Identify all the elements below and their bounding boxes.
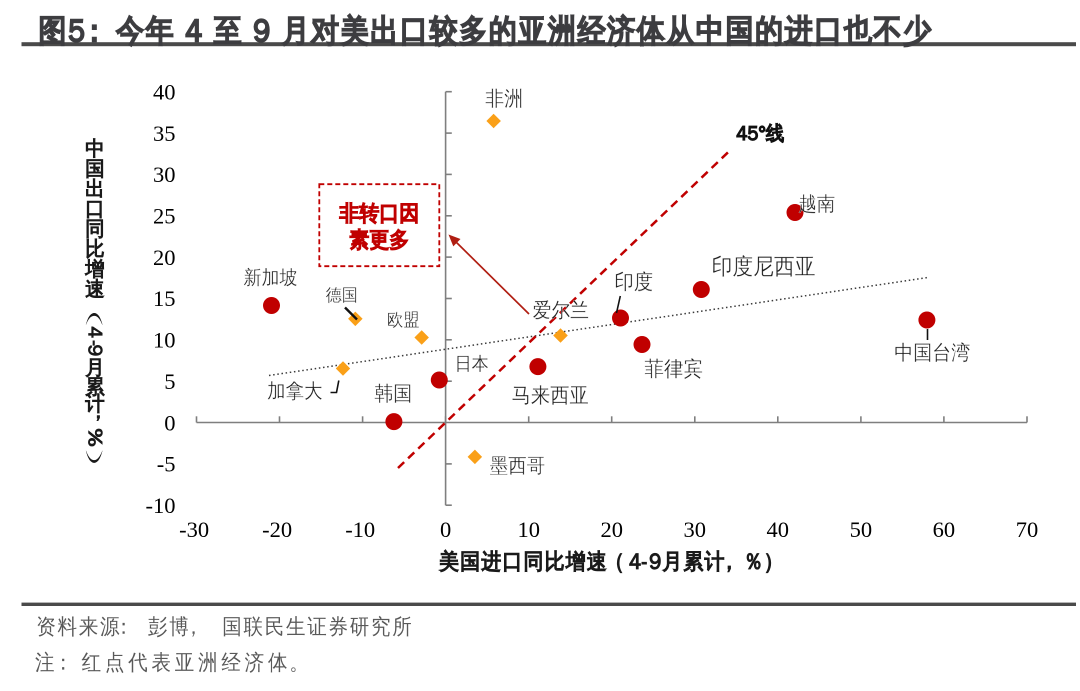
svg-text:0: 0 xyxy=(440,517,451,542)
svg-text:-20: -20 xyxy=(262,517,292,542)
svg-text:30: 30 xyxy=(153,162,176,187)
svg-text:15: 15 xyxy=(153,286,176,311)
svg-text:-10: -10 xyxy=(345,517,375,542)
svg-text:-10: -10 xyxy=(146,493,176,518)
svg-text:-30: -30 xyxy=(179,517,209,542)
svg-text:20: 20 xyxy=(600,517,623,542)
svg-text:20: 20 xyxy=(153,245,176,270)
svg-text:35: 35 xyxy=(153,121,176,146)
svg-text:30: 30 xyxy=(684,517,707,542)
svg-text:40: 40 xyxy=(153,80,176,105)
svg-text:50: 50 xyxy=(850,517,873,542)
svg-text:10: 10 xyxy=(153,328,176,353)
svg-text:40: 40 xyxy=(767,517,790,542)
svg-text:25: 25 xyxy=(153,204,176,229)
svg-text:0: 0 xyxy=(164,410,175,435)
svg-text:60: 60 xyxy=(933,517,956,542)
svg-text:10: 10 xyxy=(517,517,540,542)
svg-text:-5: -5 xyxy=(157,452,176,477)
svg-text:70: 70 xyxy=(1016,517,1039,542)
svg-text:5: 5 xyxy=(164,369,175,394)
